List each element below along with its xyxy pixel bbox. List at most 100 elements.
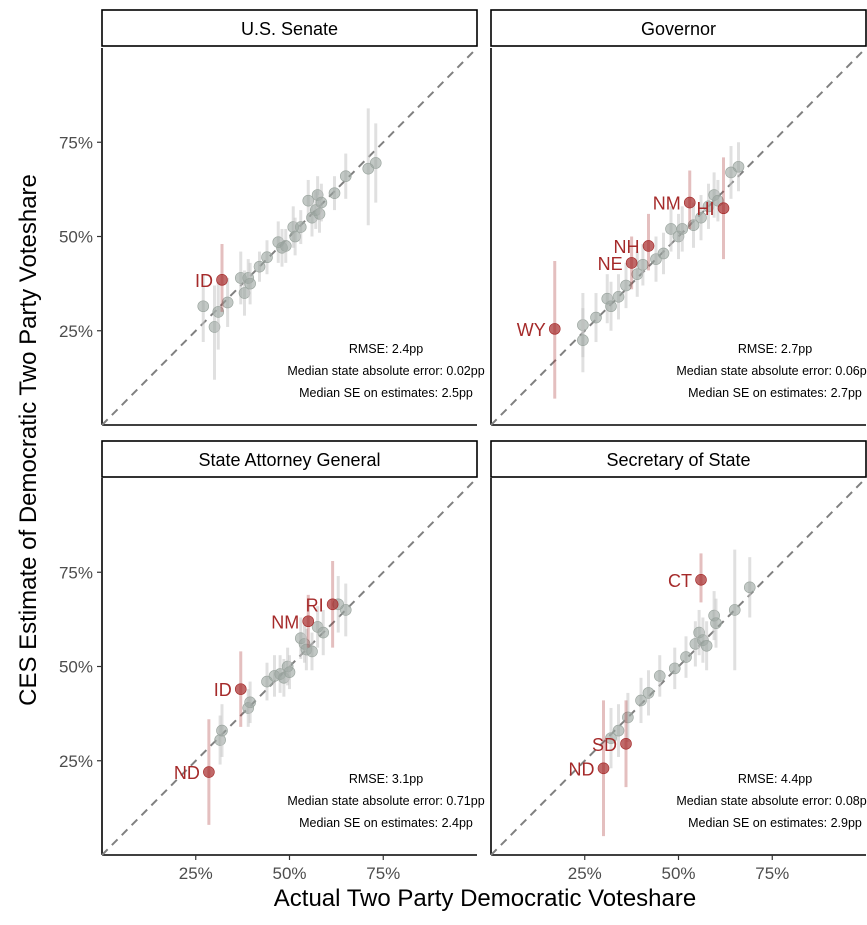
point-label: ID [214,680,232,700]
data-point [687,219,700,231]
stats-line: Median state absolute error: 0.08pp [676,794,867,808]
panel-title: Secretary of State [606,450,750,470]
panel-title: Governor [641,19,716,39]
data-point [261,251,273,264]
x-axis-title: Actual Two Party Democratic Voteshare [274,885,696,912]
data-point [212,306,225,318]
x-tick-label: 50% [661,864,695,883]
data-point [605,300,617,313]
x-tick-label: 75% [366,864,400,883]
stats-line: RMSE: 4.4pp [738,772,812,786]
data-point [244,696,256,709]
point-label: ND [569,759,595,779]
outlier-point [625,257,638,269]
data-point [676,223,689,235]
y-tick-label: 50% [59,658,93,677]
data-point [315,196,328,209]
identity-line [101,47,478,426]
data-point [631,268,644,281]
x-tick-label: 50% [272,864,306,883]
x-tick-label: 25% [179,864,213,883]
point-label: CT [668,571,692,591]
data-point [214,734,226,746]
y-tick-label: 50% [59,228,93,247]
panel-title: State Attorney General [198,450,380,470]
outlier-point [642,240,655,252]
data-point [668,662,681,675]
data-point [216,724,228,737]
panel-strip [490,9,867,47]
data-point [221,296,234,309]
point-label: HI [697,199,715,219]
y-tick-label: 75% [59,563,93,582]
point-label: ID [195,271,213,291]
data-point [197,300,210,313]
panel-strip [490,440,867,478]
data-point [328,187,341,199]
outlier-point [695,573,707,586]
panel-title: U.S. Senate [241,19,338,39]
data-point [635,694,647,707]
data-point [700,639,713,652]
data-point [642,687,655,699]
identity-line [101,477,478,856]
outlier-point [216,274,228,286]
data-point [313,208,326,220]
outlier-point [326,598,339,611]
point-label: NE [598,254,623,274]
data-point [728,604,741,616]
panel-strip [101,9,478,47]
point-label: ND [174,763,200,783]
stats-line: Median SE on estimates: 2.4pp [299,816,473,830]
data-point [253,260,266,273]
data-point [622,711,634,724]
data-point [294,221,307,233]
data-point [732,160,745,173]
point-label: NH [614,237,640,257]
panel-3: Secretary of State 25% 50% 75% ND SD CT RMSE: 4… [490,440,867,883]
data-point [369,157,382,169]
stats-line: Median SE on estimates: 2.5pp [299,386,473,400]
panel-2: State Attorney General 25% 50% 75% 25% 50% 75%… [59,440,485,883]
outlier-point [717,202,730,215]
outlier-point [203,766,215,778]
data-point [743,581,756,594]
data-point [339,170,352,182]
outlier-point [620,737,632,750]
data-point [680,651,692,663]
panel-0: U.S. Senate 25% 50% 75% ID RMSE: 2.4pp Median … [59,9,485,426]
x-tick-label: 25% [568,864,602,883]
data-point [605,732,617,744]
data-point [244,277,256,290]
outlier-point [597,762,610,775]
data-point [317,626,330,639]
data-point [279,240,292,252]
identity-line [490,47,867,426]
point-label: NM [271,612,299,632]
data-point [653,670,666,682]
x-tick-label: 75% [755,864,789,883]
data-point [612,291,625,303]
y-tick-label: 25% [59,752,93,771]
data-point [710,617,722,629]
data-point [306,645,318,658]
data-point [657,247,670,260]
data-point [620,279,632,292]
outlier-point [234,683,247,695]
y-axis-title: CES Estimate of Democratic Two Party Vot… [15,174,42,706]
data-point [289,230,301,243]
stats-line: Median state absolute error: 0.06pp [676,364,867,378]
stats-line: RMSE: 2.4pp [349,342,423,356]
point-label: RI [306,595,324,615]
data-point [612,724,625,737]
data-point [695,211,707,224]
point-label: NM [653,194,681,214]
point-label: WY [517,320,546,340]
data-point [577,334,589,346]
stats-line: RMSE: 2.7pp [738,342,812,356]
stats-line: Median state absolute error: 0.71pp [287,794,484,808]
stats-line: Median SE on estimates: 2.9pp [688,816,862,830]
identity-line [490,477,867,856]
